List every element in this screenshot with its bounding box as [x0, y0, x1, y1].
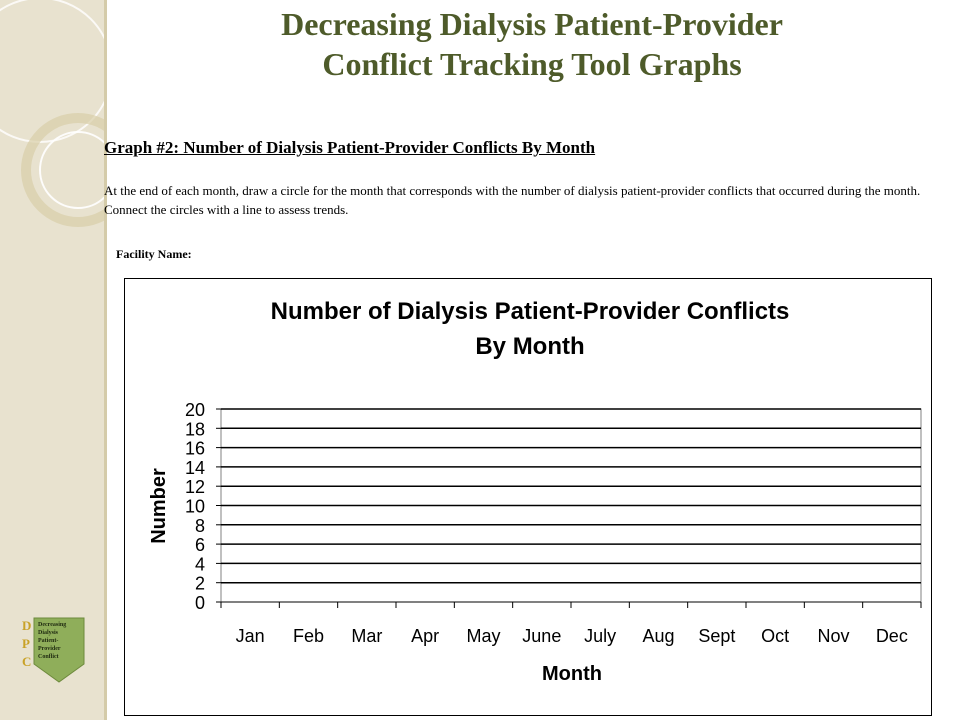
svg-text:D: D [22, 618, 31, 633]
line-chart: Number of Dialysis Patient-Provider Conf… [148, 298, 922, 685]
y-tick-label: 8 [195, 516, 205, 536]
svg-text:Provider: Provider [38, 646, 61, 652]
svg-text:C: C [22, 654, 31, 669]
x-tick-label: July [584, 626, 616, 646]
svg-text:Patient-: Patient- [38, 638, 58, 644]
y-tick-label: 12 [185, 477, 205, 497]
x-axis-label: Month [542, 663, 602, 685]
svg-text:Decreasing: Decreasing [38, 622, 66, 628]
slide-title-line1: Decreasing Dialysis Patient-Provider [281, 6, 783, 42]
svg-text:P: P [22, 636, 30, 651]
x-tick-label: June [522, 626, 561, 646]
instructions-text: At the end of each month, draw a circle … [104, 183, 921, 217]
y-tick-label: 20 [185, 400, 205, 420]
dpc-logo: D P C Decreasing Dialysis Patient- Provi… [14, 616, 86, 684]
svg-text:Dialysis: Dialysis [38, 630, 59, 636]
sidebar-circles-decoration [0, 0, 104, 227]
y-tick-label: 0 [195, 593, 205, 613]
y-tick-label: 2 [195, 574, 205, 594]
x-tick-label: Sept [698, 626, 735, 646]
y-tick-label: 6 [195, 535, 205, 555]
y-tick-label: 4 [195, 554, 205, 574]
dpc-logo-graphic: D P C Decreasing Dialysis Patient- Provi… [22, 617, 85, 683]
y-tick-label: 10 [185, 497, 205, 517]
y-axis-label: Number [148, 468, 170, 544]
slide-title-line2: Conflict Tracking Tool Graphs [322, 46, 742, 82]
chart-subtitle: By Month [475, 333, 584, 360]
x-tick-label: Dec [876, 626, 908, 646]
x-tick-label: Aug [642, 626, 674, 646]
x-tick-label: Mar [351, 626, 382, 646]
x-tick-label: Jan [236, 626, 265, 646]
x-tick-label: Oct [761, 626, 789, 646]
x-tick-label: Apr [411, 626, 439, 646]
slide-title: Decreasing Dialysis Patient-Provider Con… [104, 4, 960, 84]
graph-heading: Graph #2: Number of Dialysis Patient-Pro… [104, 138, 596, 157]
y-tick-label: 16 [185, 439, 205, 459]
sidebar-decoration [0, 0, 107, 720]
y-tick-label: 18 [185, 419, 205, 439]
x-tick-label: Nov [817, 626, 849, 646]
x-tick-label: Feb [293, 626, 324, 646]
chart-container: Number of Dialysis Patient-Provider Conf… [124, 278, 932, 716]
svg-text:Conflict: Conflict [38, 654, 59, 660]
facility-name-label: Facility Name: [116, 247, 192, 261]
y-tick-label: 14 [185, 458, 205, 478]
x-tick-label: May [466, 626, 500, 646]
chart-title: Number of Dialysis Patient-Provider Conf… [271, 298, 790, 325]
